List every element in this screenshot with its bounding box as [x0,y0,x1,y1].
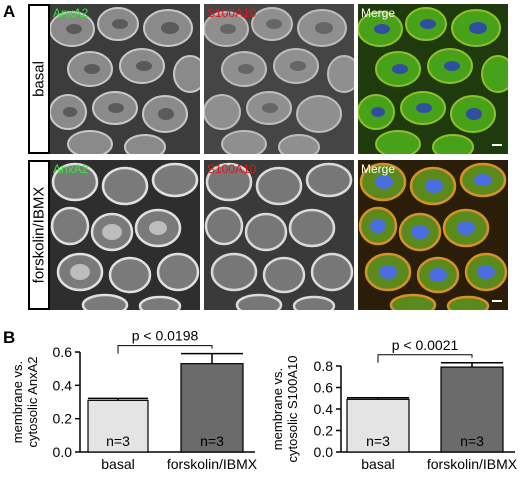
row-label-forskolin-text: forskolin/IBMX [30,186,48,284]
y-tick-label: 0.6 [314,380,334,396]
bar-0 [346,398,410,453]
y-axis-label: membrane vs.cytosolic AnxA2 [10,356,40,447]
scale-bar [492,144,502,146]
x-tick-label: forskolin/IBMX [427,456,518,472]
x-tick-label: forskolin/IBMX [167,456,258,472]
y-tick-label: 0.0 [53,444,73,460]
micrograph-forskolin-anxa2-image [50,160,200,310]
scale-bar [492,300,502,302]
chart-anxa2: 0.0 0.2 0.4 0.6 membrane vs.cytosolic AnxA2 n… [0,328,260,495]
micrograph-basal-s100a10-image [204,4,354,154]
micrograph-basal-s100a10: S100A10 [204,4,354,154]
micrograph-basal-anxa2-image [50,4,200,154]
micrograph-forskolin-s100a10-image [204,160,354,310]
micrograph-basal-merge-image [358,4,508,154]
micrograph-forskolin-merge-image [358,160,508,310]
y-axis-label: membrane vs.cytosolic S100A10 [270,356,300,463]
label-merge-forskolin: Merge [361,162,396,176]
bar-count-label: n=3 [106,433,130,449]
chart-anxa2-svg: 0.0 0.2 0.4 0.6 membrane vs.cytosolic AnxA2 n… [10,328,258,472]
label-merge-basal: Merge [361,6,396,20]
row-label-basal-text: basal [30,61,48,97]
y-tick-label: 0.8 [314,358,334,374]
x-tick-label: basal [361,456,394,472]
bar-count-label: n=3 [200,433,224,449]
label-s100a10-basal: S100A10 [207,6,257,20]
chart-s100a10-svg: 0.0 0.2 0.4 0.6 0.8 membrane vs.cytosolic S10… [270,337,518,472]
micrograph-forskolin-s100a10: S100A10 [204,160,354,310]
row-label-forskolin: forskolin/IBMX [28,160,50,310]
bar-count-label: n=3 [366,433,390,449]
y-tick-label: 0.4 [314,401,334,417]
y-tick-label: 0.4 [53,377,73,393]
micrograph-basal-merge: Merge [358,4,508,154]
label-anxa2-forskolin: AnxA2 [53,162,89,176]
panel-b-letter: B [3,328,16,347]
micrograph-forskolin-merge: Merge [358,160,508,310]
x-tick-label: basal [101,456,134,472]
bar-0 [87,399,149,453]
y-tick-label: 0.2 [53,411,73,427]
significance-label: p < 0.0198 [132,330,199,344]
bar-count-label: n=3 [460,433,484,449]
label-anxa2-basal: AnxA2 [53,6,89,20]
significance-bracket [117,345,213,354]
chart-s100a10: 0.0 0.2 0.4 0.6 0.8 membrane vs.cytosolic S10… [260,330,520,495]
panel-a-letter: A [3,2,16,21]
micrograph-forskolin-anxa2: AnxA2 [50,160,200,310]
y-tick-label: 0.0 [314,444,334,460]
row-label-basal: basal [28,4,50,154]
y-tick-label: 0.2 [314,423,334,439]
micrograph-basal-anxa2: AnxA2 [50,4,200,154]
y-tick-label: 0.6 [53,344,73,360]
label-s100a10-forskolin: S100A10 [207,162,257,176]
significance-bracket [377,354,473,363]
bar-1 [440,366,504,453]
significance-label: p < 0.0021 [392,337,459,353]
